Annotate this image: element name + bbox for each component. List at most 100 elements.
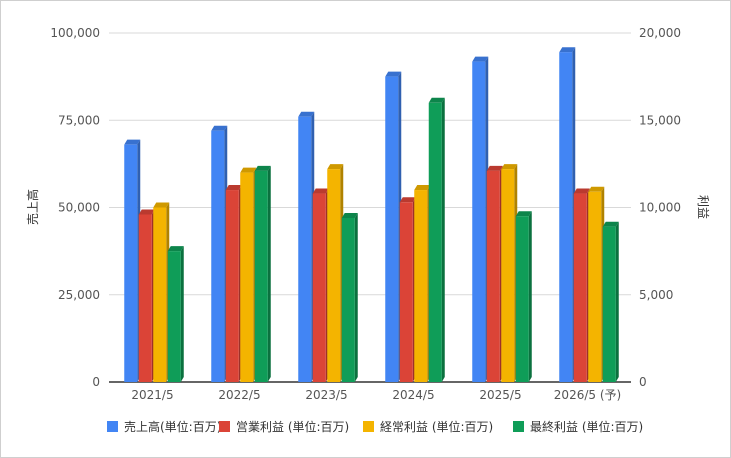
bar-top: [298, 111, 315, 117]
tick-labels: 0 0 25,000 5,000 50,000 10,000 75,000 15,000 100…: [50, 26, 681, 402]
y2-axis-title: 利益: [696, 195, 710, 219]
bar: [428, 97, 445, 383]
bar: [573, 188, 590, 382]
bar-side: [180, 246, 184, 382]
legend-swatch: [363, 421, 374, 432]
y2-tick-label: 5,000: [639, 288, 673, 302]
y-tick-label: 0: [92, 375, 100, 389]
legend-item: 経常利益 (単位:百万): [363, 419, 493, 434]
bar: [472, 56, 489, 382]
bar-top: [486, 165, 503, 171]
bar-top: [414, 185, 431, 191]
x-tick-label: 2022/5: [218, 388, 260, 402]
bar-top: [428, 97, 445, 103]
bar-face: [588, 191, 602, 382]
bar: [225, 185, 242, 382]
bar-face: [211, 130, 225, 382]
bar-face: [254, 170, 268, 382]
bar-side: [615, 221, 619, 382]
y-tick-label: 25,000: [58, 288, 100, 302]
bar: [124, 139, 141, 382]
bar-face: [341, 217, 355, 382]
bar: [327, 164, 344, 382]
bar: [515, 211, 532, 382]
bar-face: [124, 144, 138, 382]
bar-side: [528, 211, 532, 382]
bar-top: [124, 139, 141, 145]
legend-label: 売上高(単位:百万): [124, 419, 221, 434]
legend-label: 営業利益 (単位:百万): [236, 419, 349, 434]
bar-face: [399, 202, 413, 382]
x-tick-label: 2021/5: [131, 388, 173, 402]
bar: [399, 197, 416, 382]
y2-tick-label: 10,000: [639, 201, 681, 215]
legend-swatch: [107, 421, 118, 432]
bar-face: [515, 216, 529, 382]
bar-face: [428, 102, 442, 383]
bar-side: [267, 165, 271, 382]
bar: [486, 165, 503, 382]
y2-tick-label: 20,000: [639, 26, 681, 40]
bar: [138, 209, 155, 382]
bar: [559, 47, 576, 382]
bar-top: [588, 186, 605, 192]
bar: [211, 125, 228, 382]
bar-top: [225, 185, 242, 191]
legend: 売上高(単位:百万) 営業利益 (単位:百万) 経常利益 (単位:百万) 最終利益 (…: [107, 419, 643, 434]
bar-top: [167, 246, 184, 252]
bar-face: [153, 207, 167, 382]
y-tick-label: 50,000: [58, 201, 100, 215]
bar-top: [573, 188, 590, 194]
bar-face: [472, 61, 486, 382]
y2-tick-label: 0: [639, 375, 647, 389]
bar-face: [298, 116, 312, 382]
bar-face: [501, 169, 515, 382]
x-tick-label: 2026/5 (予): [554, 388, 621, 402]
bar-face: [312, 193, 326, 382]
gridlines: [109, 32, 631, 383]
bar-top: [602, 221, 619, 227]
bar-top: [327, 164, 344, 170]
bar-top: [138, 209, 155, 215]
bar-face: [138, 214, 152, 382]
bar-top: [341, 212, 358, 218]
bar: [240, 167, 257, 382]
bar: [501, 164, 518, 382]
y-tick-label: 75,000: [58, 113, 100, 127]
legend-swatch: [513, 421, 524, 432]
bars: [124, 47, 619, 383]
bar-top: [240, 167, 257, 173]
bar-face: [573, 193, 587, 382]
bar-top: [312, 188, 329, 194]
bar: [254, 165, 271, 382]
bar-top: [559, 47, 576, 53]
bar-top: [501, 164, 518, 170]
bar: [414, 185, 431, 382]
x-tick-label: 2024/5: [392, 388, 434, 402]
bar-side: [354, 212, 358, 382]
legend-item: 最終利益 (単位:百万): [513, 419, 643, 434]
bar: [153, 202, 170, 382]
legend-label: 最終利益 (単位:百万): [530, 419, 643, 434]
bar-face: [167, 251, 181, 382]
bar-top: [211, 125, 228, 131]
bar-face: [559, 52, 573, 382]
x-tick-label: 2025/5: [479, 388, 521, 402]
bar-top: [254, 165, 271, 171]
bar: [341, 212, 358, 382]
bar: [602, 221, 619, 382]
bar-face: [225, 190, 239, 382]
y-tick-label: 100,000: [50, 26, 100, 40]
legend-label: 経常利益 (単位:百万): [380, 419, 493, 434]
bar-face: [486, 170, 500, 382]
bar-side: [441, 97, 445, 383]
bar-face: [414, 190, 428, 382]
bar-top: [385, 71, 402, 77]
bar-top: [472, 56, 489, 62]
bar: [298, 111, 315, 382]
legend-swatch: [219, 421, 230, 432]
bar-face: [602, 226, 616, 382]
legend-item: 営業利益 (単位:百万): [219, 419, 349, 434]
bar: [167, 246, 184, 382]
